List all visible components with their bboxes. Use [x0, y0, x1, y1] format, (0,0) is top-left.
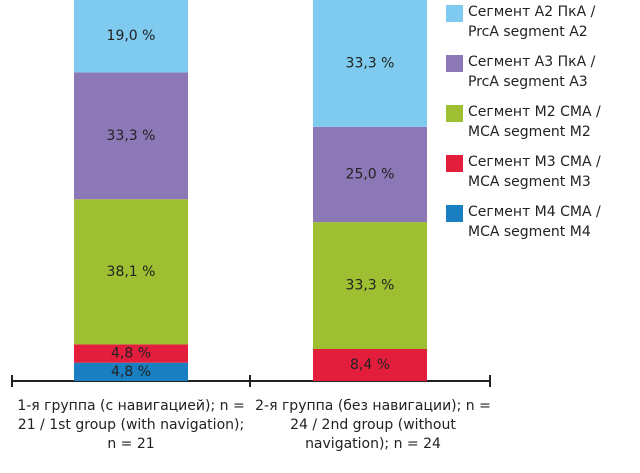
legend-entry: Сегмент М4 СМА / MCA segment M4 — [446, 202, 628, 242]
value-label: 38,1 % — [107, 264, 156, 280]
value-label: 25,0 % — [346, 166, 395, 182]
bar-segment — [313, 222, 427, 349]
legend-swatch — [446, 155, 463, 172]
value-label: 33,3 % — [346, 278, 395, 294]
bar-segment — [74, 362, 188, 381]
legend-entry: Сегмент А2 ПкА / PrcA segment A2 — [446, 2, 628, 42]
bar-segment — [74, 199, 188, 345]
bar-segment — [74, 72, 188, 200]
bar-segment — [74, 344, 188, 363]
bar-segment — [74, 0, 188, 73]
legend-entry: Сегмент А3 ПкА / PrcA segment A3 — [446, 52, 628, 92]
category-label: 2-я группа (без навигации); n = 24 / 2nd… — [255, 398, 491, 452]
legend-swatch — [446, 205, 463, 222]
legend-swatch — [446, 5, 463, 22]
bar-segment — [313, 348, 427, 381]
legend-swatch — [446, 105, 463, 122]
value-label: 33,3 % — [346, 55, 395, 71]
bar-segment — [313, 126, 427, 223]
value-label: 8,4 % — [350, 357, 390, 373]
legend-entry: Сегмент М2 СМА / MCA segment M2 — [446, 102, 628, 142]
value-label: 4,8 % — [111, 346, 151, 362]
value-label: 33,3 % — [107, 128, 156, 144]
value-label: 19,0 % — [107, 28, 156, 44]
bar-segment — [313, 0, 427, 127]
value-label: 4,8 % — [111, 364, 151, 380]
category-label: 1-я группа (с навигацией); n = 21 / 1st … — [17, 398, 245, 452]
legend-entry: Сегмент М3 СМА / MCA segment M3 — [446, 152, 628, 192]
legend-swatch — [446, 55, 463, 72]
